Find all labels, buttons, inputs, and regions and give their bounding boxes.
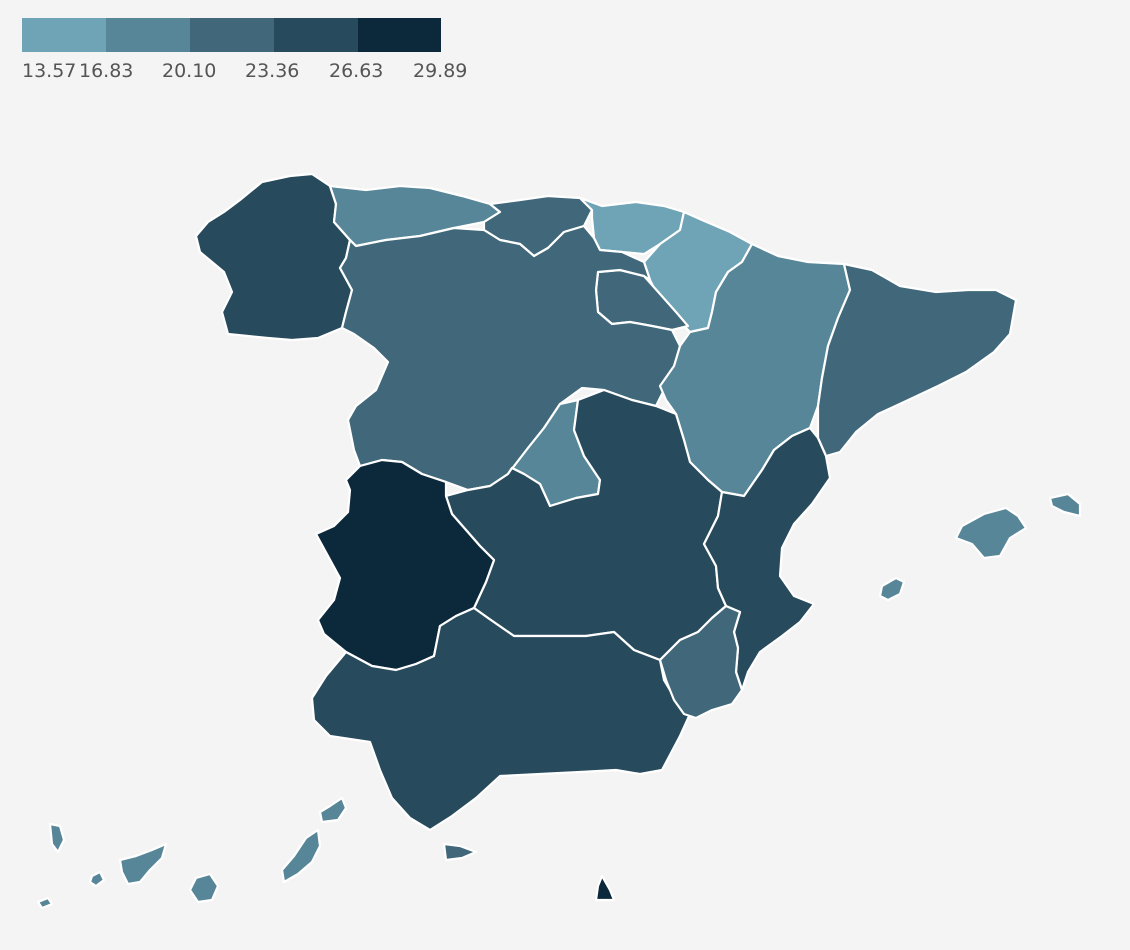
legend-swatch-2 bbox=[106, 18, 190, 52]
region-canarias-la-palma[interactable] bbox=[48, 822, 66, 854]
region-galicia[interactable] bbox=[194, 172, 354, 342]
region-baleares-mallorca[interactable] bbox=[954, 506, 1028, 560]
region-baleares-ibiza[interactable] bbox=[878, 576, 906, 602]
legend-swatch-3 bbox=[190, 18, 274, 52]
legend-tick-4: 23.36 bbox=[245, 60, 300, 82]
region-canarias-la-gomera[interactable] bbox=[88, 870, 106, 888]
color-legend: 13.57 16.83 20.10 23.36 26.63 29.89 bbox=[22, 18, 467, 88]
legend-tick-5: 26.63 bbox=[329, 60, 384, 82]
region-comunidad-valenciana[interactable] bbox=[702, 426, 832, 692]
region-melilla[interactable] bbox=[594, 874, 616, 902]
region-baleares-menorca[interactable] bbox=[1048, 492, 1082, 518]
region-canarias-lanzarote[interactable] bbox=[318, 796, 348, 824]
legend-tick-1: 13.57 bbox=[22, 60, 77, 82]
region-ceuta[interactable] bbox=[442, 842, 478, 862]
legend-tick-3: 20.10 bbox=[162, 60, 217, 82]
region-canarias-fuerteventura[interactable] bbox=[280, 828, 322, 884]
legend-tick-2: 16.83 bbox=[79, 60, 134, 82]
legend-tick-6: 29.89 bbox=[413, 60, 468, 82]
region-canarias-gran-canaria[interactable] bbox=[188, 872, 220, 904]
legend-swatch-4 bbox=[274, 18, 358, 52]
region-cataluna[interactable] bbox=[816, 262, 1018, 458]
region-murcia[interactable] bbox=[658, 604, 744, 720]
region-asturias[interactable] bbox=[328, 184, 502, 248]
region-andalucia[interactable] bbox=[310, 606, 692, 832]
region-canarias-tenerife[interactable] bbox=[118, 842, 168, 886]
legend-swatch-5 bbox=[358, 18, 441, 52]
region-pais-vasco[interactable] bbox=[578, 196, 686, 256]
legend-swatch-1 bbox=[22, 18, 106, 52]
region-canarias-el-hierro[interactable] bbox=[36, 896, 54, 910]
